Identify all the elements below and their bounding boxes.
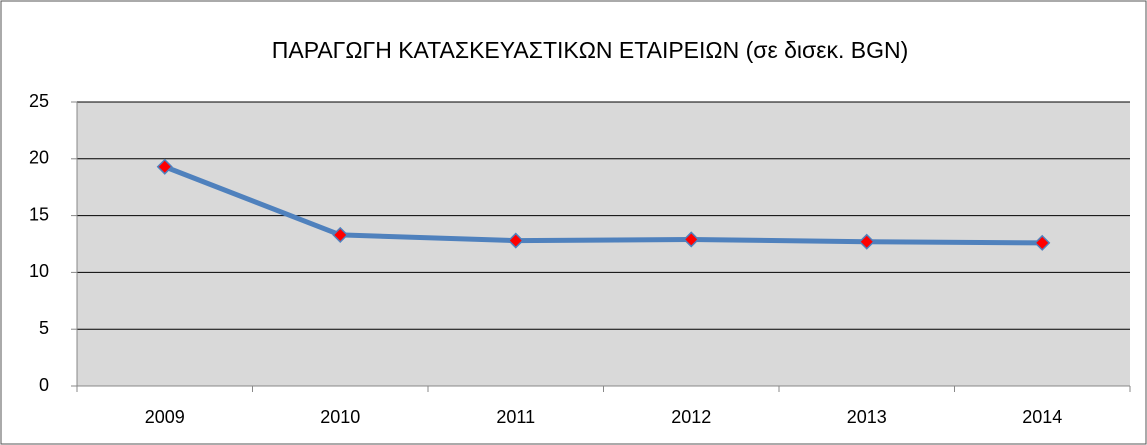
point-marker — [332, 226, 349, 243]
x-tick-label: 2013 — [847, 407, 887, 427]
point-marker — [683, 231, 700, 248]
y-tick-label: 15 — [29, 204, 49, 224]
point-marker — [858, 233, 875, 250]
x-tick-label: 2011 — [496, 407, 535, 427]
x-tick-label: 2014 — [1022, 407, 1062, 427]
x-tick-label: 2012 — [671, 407, 711, 427]
series-line — [163, 164, 1043, 246]
x-tick-label: 2009 — [145, 407, 185, 427]
y-tick-label: 20 — [29, 148, 49, 168]
point-marker — [1034, 234, 1051, 251]
chart-title: ΠΑΡΑΓΩΓΗ ΚΑΤΑΣΚΕΥΑΣΤΙΚΩΝ ΕΤΑΙΡΕΙΩΝ (σε δ… — [272, 37, 909, 63]
point-marker — [507, 232, 524, 249]
y-tick-label: 10 — [29, 261, 49, 281]
point-marker — [156, 158, 173, 175]
y-tick-label: 25 — [29, 91, 49, 111]
y-tick-label: 5 — [39, 318, 49, 338]
y-tick-label: 0 — [39, 375, 49, 395]
x-tick-label: 2010 — [320, 407, 360, 427]
